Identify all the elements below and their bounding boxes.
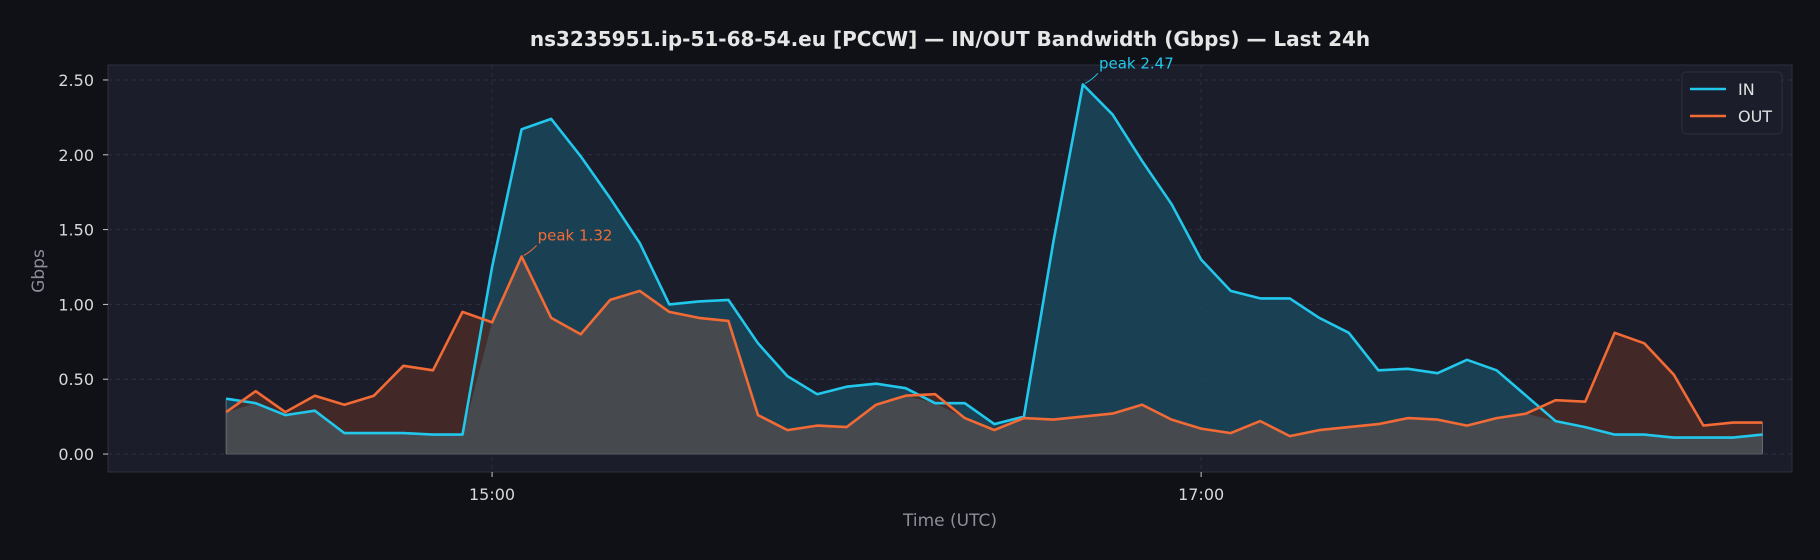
x-tick-label: 15:00 xyxy=(469,485,515,504)
annotation-arrow xyxy=(1084,73,1099,84)
legend-label-out: OUT xyxy=(1738,107,1772,126)
y-tick-label: 0.50 xyxy=(58,370,94,389)
series-line-out xyxy=(225,255,1763,438)
annotation-label: peak 2.47 xyxy=(1099,54,1174,72)
legend-box xyxy=(1681,71,1783,135)
chart-title: ns3235951.ip-51-68-54.eu [PCCW] — IN/OUT… xyxy=(530,27,1370,51)
y-tick-label: 2.00 xyxy=(58,146,94,165)
legend: IN OUT xyxy=(1681,71,1783,135)
annotation-label: peak 1.32 xyxy=(538,227,613,245)
series-overlap-fill xyxy=(226,256,1763,455)
x-tick-label: 17:00 xyxy=(1178,485,1224,504)
y-tick-label: 2.50 xyxy=(58,71,94,90)
y-tick-label: 1.50 xyxy=(58,221,94,240)
y-tick-label: 0.00 xyxy=(58,445,94,464)
series-line-in xyxy=(226,83,1763,439)
annotation-arrow xyxy=(523,245,537,256)
series-fills xyxy=(225,84,1763,455)
y-axis-label: Gbps xyxy=(29,249,49,293)
series-lines xyxy=(225,83,1763,439)
legend-label-in: IN xyxy=(1738,80,1755,99)
axes: 0.00 0.50 1.00 1.50 2.00 2.50 15:00 17:00 xyxy=(58,71,1224,504)
annotations: peak 1.32 peak 2.47 xyxy=(523,54,1174,256)
y-tick-label: 1.00 xyxy=(58,295,94,314)
x-axis-label: Time (UTC) xyxy=(902,511,997,531)
